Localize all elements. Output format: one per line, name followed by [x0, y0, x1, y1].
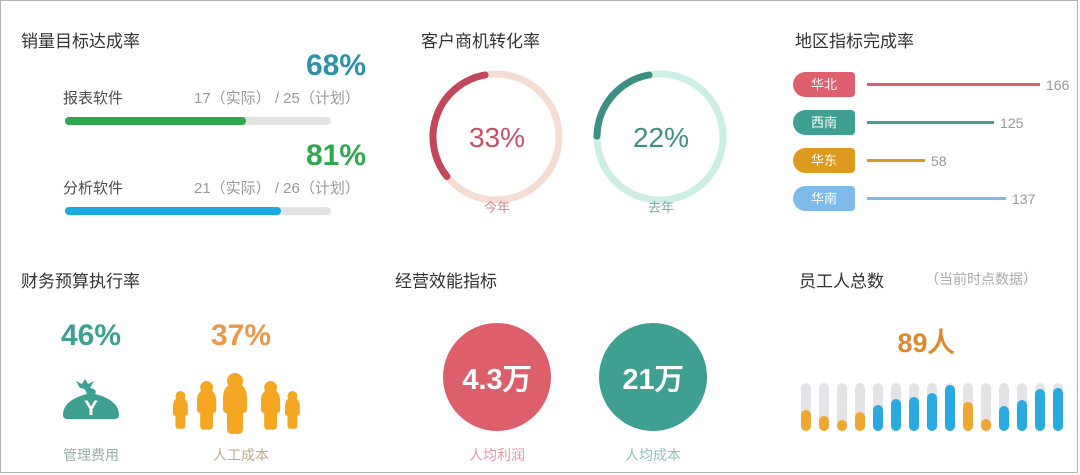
svg-text:Y: Y: [84, 397, 98, 420]
